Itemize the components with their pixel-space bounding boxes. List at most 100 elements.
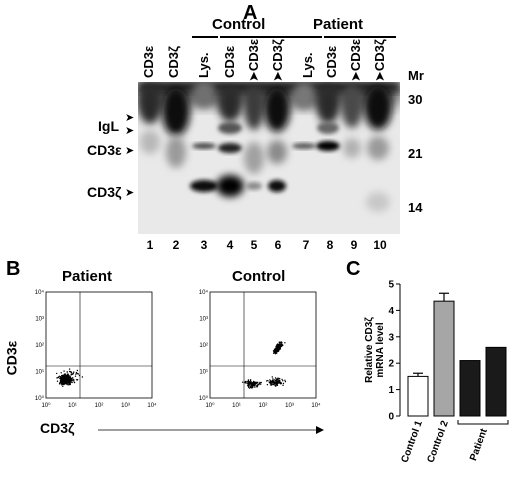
flow-event-dot bbox=[63, 378, 65, 381]
flow-event-dot bbox=[245, 382, 247, 384]
flow-event-dot bbox=[276, 349, 279, 351]
cd3e-band-arrow: ➤ bbox=[125, 145, 135, 157]
panel-b-letter: B bbox=[6, 258, 21, 280]
mrna-bar-chart: 0 1 2 3 4 5 Relative CD3ζmRNA level Control 1 Co… bbox=[364, 280, 509, 464]
flow-event-dot bbox=[77, 373, 79, 375]
patient-group-label: Patient bbox=[468, 427, 490, 463]
flow-y-tick-label: 10³ bbox=[199, 317, 208, 323]
flow-y-tick-label: 10² bbox=[35, 343, 44, 349]
flow-event-dot bbox=[69, 375, 71, 377]
flow-event-dot bbox=[61, 374, 64, 377]
flow-event-dot bbox=[266, 380, 268, 382]
lane-number-10: 10 bbox=[373, 238, 387, 252]
flow-event-dot bbox=[70, 371, 72, 373]
flow-event-dot bbox=[284, 379, 286, 381]
flow-event-dot bbox=[275, 384, 277, 386]
flow-event-dot bbox=[68, 368, 71, 370]
flow-event-dot bbox=[280, 343, 282, 345]
flow-event-dot bbox=[275, 378, 278, 380]
flow-event-dot bbox=[253, 381, 256, 383]
flow-event-dot bbox=[56, 372, 58, 375]
flow-event-dot bbox=[276, 345, 278, 347]
lane-number-6: 6 bbox=[274, 238, 282, 252]
flow-event-dot bbox=[68, 384, 70, 386]
flow-event-dot bbox=[259, 382, 261, 385]
marker-21: 21 bbox=[408, 146, 423, 161]
flow-event-dot bbox=[277, 377, 279, 379]
flow-event-dot bbox=[274, 381, 276, 383]
flow-event-dot bbox=[281, 342, 283, 344]
flow-event-dot bbox=[65, 376, 67, 378]
flow-event-dot bbox=[247, 386, 250, 388]
flow-y-tick-label: 10¹ bbox=[199, 370, 208, 376]
flow-event-dot bbox=[69, 376, 71, 379]
flow-event-dot bbox=[61, 379, 63, 382]
flow-event-dot bbox=[260, 383, 262, 385]
flow-event-dot bbox=[280, 344, 283, 346]
lane-header-2: CD3ζ bbox=[166, 46, 181, 78]
x-category-label: Control 1 bbox=[399, 419, 424, 464]
patient-group-bracket bbox=[457, 420, 509, 425]
flow-y-tick-label: 10² bbox=[199, 343, 208, 349]
flow-event-dot bbox=[279, 347, 281, 350]
flow-event-dot bbox=[252, 384, 254, 387]
flow-y-tick-label: 10⁰ bbox=[199, 395, 209, 402]
flow-event-dot bbox=[271, 376, 273, 378]
lane-number-1: 1 bbox=[146, 238, 154, 252]
flow-event-dot bbox=[247, 381, 249, 383]
flow-event-dot bbox=[76, 369, 79, 372]
flow-event-dot bbox=[257, 384, 259, 386]
flow-event-dot bbox=[269, 379, 271, 381]
flow-event-dot bbox=[274, 377, 277, 379]
flow-event-dot bbox=[280, 382, 283, 384]
flow-event-dot bbox=[278, 344, 281, 346]
flow-event-dot bbox=[250, 386, 252, 388]
flow-event-dot bbox=[272, 381, 274, 383]
flow-event-dot bbox=[284, 342, 286, 344]
flow-event-dot bbox=[254, 386, 256, 388]
flow-event-dot bbox=[282, 382, 285, 385]
flow-event-dot bbox=[254, 384, 256, 386]
y-tick-label: 3 bbox=[388, 332, 394, 343]
group-line-patient-lys bbox=[296, 36, 322, 38]
flow-event-dot bbox=[279, 346, 281, 348]
group-line-patient-ip bbox=[324, 36, 396, 38]
y-tick-label: 5 bbox=[388, 280, 394, 291]
y-tick-label: 0 bbox=[388, 412, 394, 423]
flow-event-dot bbox=[59, 377, 61, 380]
lane-header-5: ➤CD3ε bbox=[246, 38, 261, 82]
flow-x-tick-label: 10¹ bbox=[232, 403, 241, 409]
lane-number-5: 5 bbox=[250, 238, 258, 252]
lane-header-9: ➤CD3ε bbox=[348, 38, 363, 82]
flow-x-tick-label: 10⁰ bbox=[205, 402, 215, 409]
flow-event-dot bbox=[73, 371, 75, 373]
flow-event-dot bbox=[276, 380, 278, 383]
flow-event-dot bbox=[270, 382, 273, 384]
flow-event-dot bbox=[247, 383, 250, 385]
flow-event-dot bbox=[276, 384, 279, 386]
flow-event-dot bbox=[278, 345, 280, 348]
flow-event-dot bbox=[251, 387, 253, 389]
flow-event-dot bbox=[267, 379, 269, 382]
lane-header-3: Lys. bbox=[196, 52, 211, 78]
flow-y-tick-label: 10⁴ bbox=[199, 289, 209, 296]
flow-x-tick-label: 10⁰ bbox=[41, 402, 51, 409]
flow-event-dot bbox=[60, 380, 62, 382]
flow-event-dot bbox=[266, 384, 269, 386]
lane-number-9: 9 bbox=[350, 238, 358, 252]
flow-event-dot bbox=[284, 381, 287, 383]
flow-event-dot bbox=[73, 379, 75, 381]
flow-event-dot bbox=[275, 383, 277, 385]
flow-x-tick-label: 10⁴ bbox=[147, 402, 157, 409]
flow-event-dot bbox=[70, 374, 72, 376]
flow-event-dot bbox=[73, 380, 75, 382]
flow-x-axis-arrow bbox=[98, 426, 324, 434]
lane-number-8: 8 bbox=[326, 238, 334, 252]
flow-event-dot bbox=[59, 383, 61, 385]
flow-event-dot bbox=[67, 378, 69, 380]
flow-y-tick-label: 10⁰ bbox=[35, 395, 45, 402]
bar-1 bbox=[407, 375, 429, 417]
flow-event-dot bbox=[59, 376, 62, 378]
flow-event-dot bbox=[277, 378, 279, 381]
flow-x-tick-label: 10³ bbox=[121, 403, 130, 409]
